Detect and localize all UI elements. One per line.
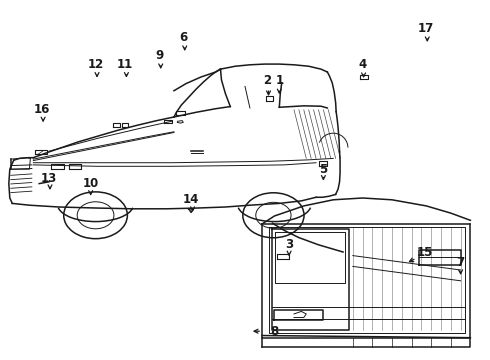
Text: 1: 1 [275,75,283,87]
Text: 4: 4 [359,58,367,71]
Text: 6: 6 [180,31,188,44]
Text: 2: 2 [263,75,271,87]
Text: 8: 8 [270,325,278,338]
Text: 16: 16 [33,103,50,116]
Text: 3: 3 [285,238,293,251]
Text: 7: 7 [457,256,465,269]
Text: 5: 5 [319,163,327,176]
Text: 10: 10 [82,177,99,190]
Text: 11: 11 [117,58,133,71]
Text: 9: 9 [155,49,163,62]
Text: 14: 14 [183,193,199,206]
Text: 15: 15 [417,246,434,259]
Text: 13: 13 [41,172,57,185]
Text: 12: 12 [87,58,104,71]
Text: 17: 17 [418,22,435,35]
